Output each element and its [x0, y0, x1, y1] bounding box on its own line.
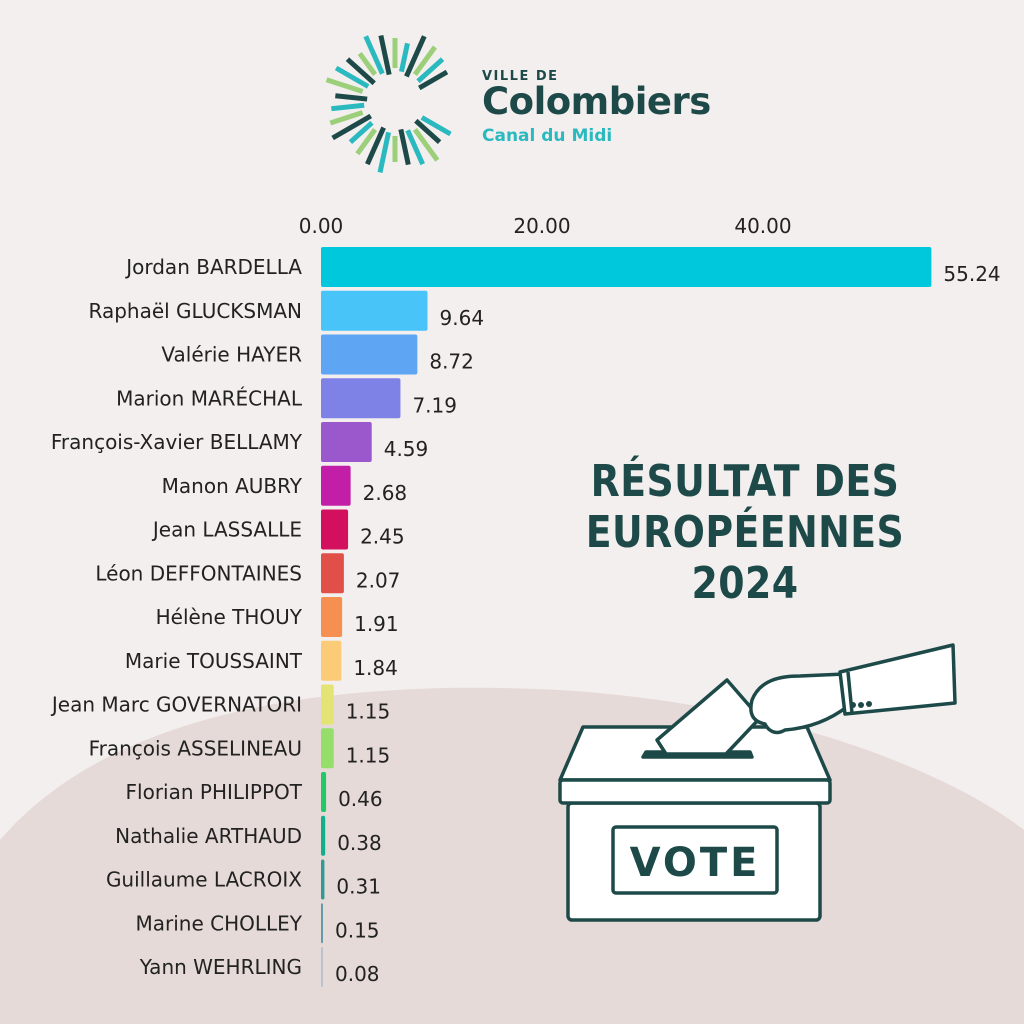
bar — [321, 465, 351, 506]
bar — [321, 334, 418, 375]
category-label: Nathalie ARTHAUD — [115, 824, 302, 848]
bar — [321, 378, 401, 419]
value-label: 1.91 — [354, 612, 399, 636]
logo-ray — [412, 128, 440, 162]
logo-ray — [345, 57, 376, 86]
x-tick-label: 20.00 — [513, 214, 570, 238]
value-label: 8.72 — [429, 350, 474, 374]
logo-ray — [334, 65, 370, 89]
category-label: Jean LASSALLE — [151, 518, 302, 542]
logo-ray — [365, 126, 386, 166]
bar — [321, 815, 326, 856]
category-label: Guillaume LACROIX — [106, 868, 302, 892]
logo-ray — [420, 115, 452, 137]
value-label: 2.68 — [363, 481, 408, 505]
bar — [321, 859, 325, 900]
value-label: 2.45 — [360, 525, 405, 549]
value-label: 7.19 — [412, 393, 457, 417]
category-label: Valérie HAYER — [161, 343, 302, 367]
logo-ray — [335, 93, 368, 102]
vote-frame — [611, 825, 779, 895]
value-label: 1.15 — [346, 743, 391, 767]
title-line-3: 2024 — [691, 558, 799, 609]
logo-ray — [348, 120, 374, 145]
x-tick-label: 40.00 — [734, 214, 791, 238]
bar — [321, 509, 349, 550]
bar — [321, 947, 323, 987]
bar — [321, 728, 334, 769]
bar — [321, 422, 372, 462]
category-label: Marie TOUSSAINT — [125, 649, 303, 673]
logo-ray — [405, 129, 425, 166]
bar — [321, 247, 932, 287]
hand — [749, 672, 850, 735]
logo-ville-de: VILLE DE — [482, 69, 559, 84]
logo-ray — [329, 110, 364, 126]
value-label: 9.64 — [440, 306, 485, 330]
value-label: 2.07 — [356, 568, 401, 592]
category-label: Manon AUBRY — [162, 474, 303, 498]
logo-ray — [325, 77, 364, 94]
bar — [321, 640, 342, 681]
bar — [321, 597, 343, 637]
value-label: 0.31 — [336, 875, 381, 899]
logo-colombiers: Colombiers — [482, 80, 711, 123]
logo-ray — [377, 131, 392, 173]
title-line-2: EUROPÉENNES — [585, 507, 905, 558]
logo-ray — [331, 113, 373, 141]
page-title: RÉSULTAT DES EUROPÉENNES 2024 — [569, 456, 922, 609]
logo-sunburst-icon — [325, 34, 452, 173]
category-label: Jordan BARDELLA — [124, 255, 302, 279]
category-label: François-Xavier BELLAMY — [51, 430, 303, 454]
category-label: François ASSELINEAU — [89, 736, 302, 760]
title-line-1: RÉSULTAT DES — [590, 456, 900, 507]
value-label: 0.46 — [338, 787, 383, 811]
logo-ray — [414, 118, 442, 145]
sleeve — [838, 643, 957, 716]
bar — [321, 684, 334, 725]
category-label: Marion MARÉCHAL — [116, 386, 303, 410]
value-label: 4.59 — [384, 437, 429, 461]
value-label: 0.15 — [335, 918, 380, 942]
logo-canal-du-midi: Canal du Midi — [482, 126, 613, 146]
logo-ray — [398, 42, 410, 73]
category-label: Florian PHILIPPOT — [126, 780, 303, 804]
x-tick-label: 0.00 — [299, 214, 344, 238]
value-label: 1.84 — [353, 656, 398, 680]
category-label: Jean Marc GOVERNATORI — [50, 693, 302, 717]
logo-ray — [404, 35, 427, 78]
value-label: 55.24 — [943, 262, 1000, 286]
bar — [321, 290, 428, 331]
logo-ray — [378, 34, 392, 76]
logo-ray — [412, 45, 437, 76]
logo-ray — [331, 102, 365, 112]
value-label: 1.15 — [346, 700, 391, 724]
ballot-box-lid — [558, 778, 832, 805]
value-label: 0.38 — [337, 831, 382, 855]
category-label: Raphaël GLUCKSMAN — [88, 299, 302, 323]
bar — [321, 903, 323, 944]
logo-ray — [416, 57, 445, 84]
category-label: Marine CHOLLEY — [135, 911, 302, 935]
logo-ray — [355, 128, 378, 156]
vote-label: VOTE — [630, 840, 761, 886]
bar — [321, 553, 344, 594]
logo-ray — [357, 51, 378, 76]
ballot-paper — [655, 678, 762, 756]
logo-ray — [417, 69, 449, 91]
bar — [321, 772, 327, 812]
logo-ray — [398, 128, 411, 166]
value-label: 0.08 — [335, 962, 380, 986]
logo-ray — [363, 35, 385, 75]
category-label: Léon DEFFONTAINES — [95, 561, 302, 585]
category-label: Hélène THOUY — [156, 605, 303, 629]
category-label: Yann WEHRLING — [139, 955, 302, 979]
